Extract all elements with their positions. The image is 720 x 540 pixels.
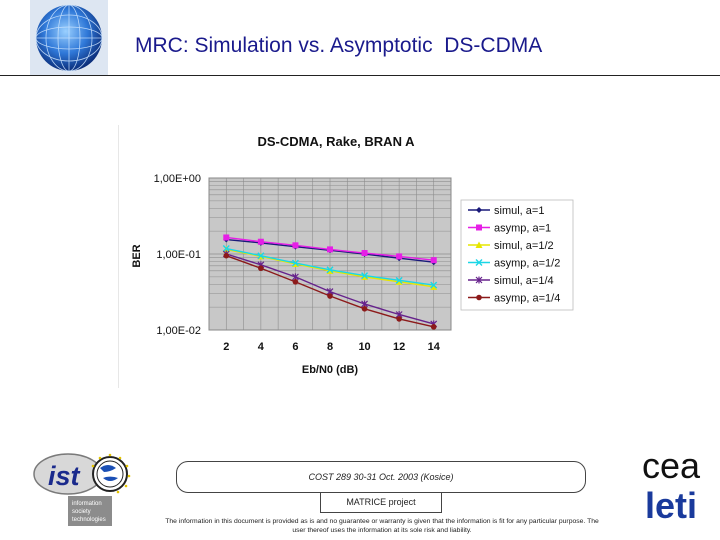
data-point: [476, 207, 482, 213]
chart-title: DS-CDMA, Rake, BRAN A: [258, 134, 416, 149]
footer-project-box: [320, 492, 442, 513]
legend-label: simul, a=1/4: [494, 275, 554, 287]
legend-label: asymp, a=1/2: [494, 258, 560, 270]
leti-logo-text: leti: [645, 485, 697, 522]
data-point: [430, 283, 438, 290]
legend-label: asymp, a=1/4: [494, 293, 560, 305]
data-point: [395, 276, 403, 284]
data-point: [396, 316, 402, 322]
footer-project: MATRICE project: [346, 497, 416, 507]
legend: [460, 199, 574, 311]
data-point: [258, 265, 264, 272]
x-tick-label: 2: [223, 341, 229, 353]
legend-items: simul, a=1 asymp, a=1 simul, a=1/2 asymp, a…: [468, 205, 560, 305]
data-point: [395, 278, 403, 285]
x-tick-label: 12: [393, 341, 405, 353]
y-axis-label: BER: [131, 244, 143, 267]
footer-disclaimer: The information in this document is prov…: [165, 518, 599, 534]
data-point: [475, 241, 483, 248]
data-point: [257, 252, 265, 260]
x-tick-label: 6: [292, 341, 298, 353]
cea-leti-logo-icon: cea leti: [628, 448, 716, 522]
data-point: [223, 234, 230, 241]
data-point: [327, 246, 333, 253]
data-point: [222, 245, 230, 253]
data-point: [430, 281, 438, 289]
x-tick-label: 8: [327, 341, 333, 353]
cea-logo-text: cea: [642, 448, 701, 486]
data-point: [430, 257, 437, 264]
data-point: [475, 259, 483, 266]
series-asymp-a-1-4: [223, 252, 437, 330]
series-asymp-a-1: [223, 234, 437, 264]
x-tick-label: 10: [358, 341, 370, 353]
page-title: MRC: Simulation vs. Asymptotic DS-CDMA: [135, 34, 543, 57]
data-point: [361, 306, 368, 312]
legend-label: simul, a=1: [494, 205, 544, 217]
legend-item: simul, a=1/4: [468, 275, 554, 287]
legend-item: simul, a=1/2: [468, 240, 554, 252]
ist-logo-text: ist: [48, 461, 81, 491]
data-point: [430, 324, 437, 330]
x-axis-label: Eb/N0 (dB): [302, 364, 359, 376]
legend-label: asymp, a=1: [494, 223, 551, 235]
y-tick-label: 1,00E+00: [154, 173, 201, 185]
ist-caption-3: technologies: [72, 517, 106, 523]
x-tick-label: 4: [258, 341, 265, 353]
data-point: [223, 252, 230, 259]
legend-item: asymp, a=1: [468, 223, 551, 235]
legend-label: simul, a=1/2: [494, 240, 554, 252]
ist-logo-icon: ist information society technologies: [30, 450, 134, 528]
ber-chart: DS-CDMA, Rake, BRAN A 1,00E+001,00E-011,…: [118, 125, 574, 388]
data-point: [291, 259, 299, 267]
data-point: [476, 224, 482, 231]
y-tick-label: 1,00E-02: [156, 325, 201, 337]
data-point: [292, 279, 299, 285]
series-group: [222, 234, 438, 330]
data-point: [257, 238, 264, 245]
series-asymp-a-1-2: [222, 245, 438, 289]
data-point: [475, 276, 483, 284]
data-point: [361, 250, 368, 257]
x-tick-label: 14: [428, 341, 441, 353]
grid: [208, 177, 452, 331]
legend-item: asymp, a=1/2: [468, 258, 560, 270]
data-point: [396, 253, 403, 260]
legend-item: simul, a=1: [468, 205, 544, 217]
data-point: [327, 293, 333, 299]
y-axis-ticks: 1,00E+00 1,00E-01 1,00E-02: [154, 173, 201, 337]
ist-caption-1: information: [72, 501, 102, 507]
title-divider: [0, 75, 720, 76]
data-point: [476, 294, 482, 301]
ist-caption-2: society: [72, 509, 91, 515]
data-point: [292, 242, 299, 249]
y-tick-label: 1,00E-01: [156, 249, 201, 261]
footer-conference: COST 289 30-31 Oct. 2003 (Kosice): [308, 472, 454, 482]
data-point: [326, 266, 334, 274]
legend-item: asymp, a=1/4: [468, 293, 560, 305]
footer-conference-box: [176, 461, 586, 493]
globe-logo-icon: [30, 0, 108, 76]
data-point: [361, 272, 369, 280]
x-axis-ticks: 2 4 6 8 10 12 14: [223, 341, 440, 353]
